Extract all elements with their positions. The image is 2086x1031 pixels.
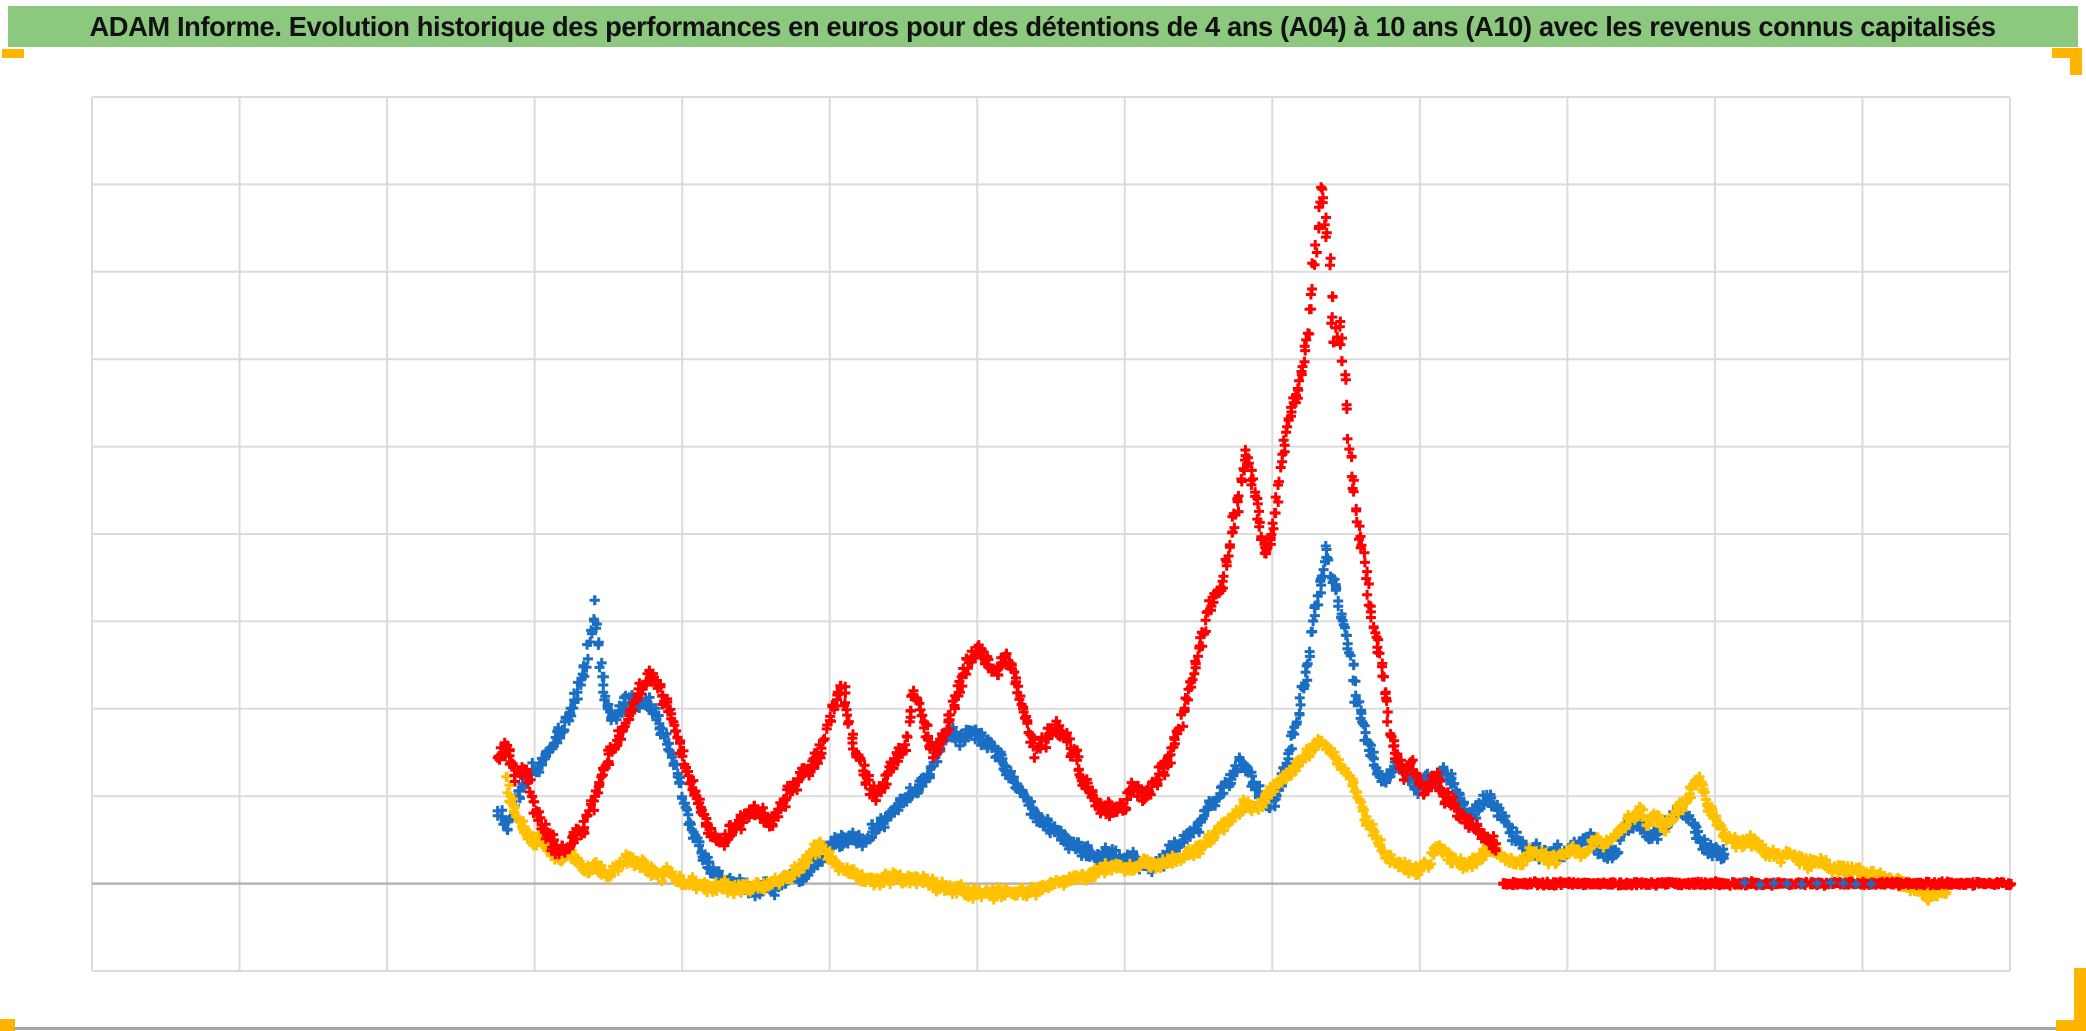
- scatter-chart: [91, 96, 2017, 972]
- orange-corner-mark-bottom-left: [0, 1019, 15, 1031]
- chart-object[interactable]: [0, 56, 2086, 1031]
- series-blue-sparse-zero: [1739, 877, 1877, 890]
- chart-title-banner[interactable]: ADAM Informe. Evolution historique des p…: [8, 6, 2078, 47]
- bottom-divider-line: [14, 1027, 2056, 1030]
- orange-corner-mark-top-right-v: [2070, 48, 2082, 75]
- series-red: [492, 182, 1501, 860]
- chart-title-text: ADAM Informe. Evolution historique des p…: [89, 10, 1997, 42]
- orange-corner-mark-top-left: [2, 49, 24, 58]
- orange-corner-mark-bottom-right-v: [2074, 968, 2086, 1031]
- orange-corner-mark-bottom-right-h: [2056, 1020, 2086, 1031]
- orange-corner-mark-top-right-h: [2052, 48, 2082, 58]
- series-gold: [501, 734, 1952, 906]
